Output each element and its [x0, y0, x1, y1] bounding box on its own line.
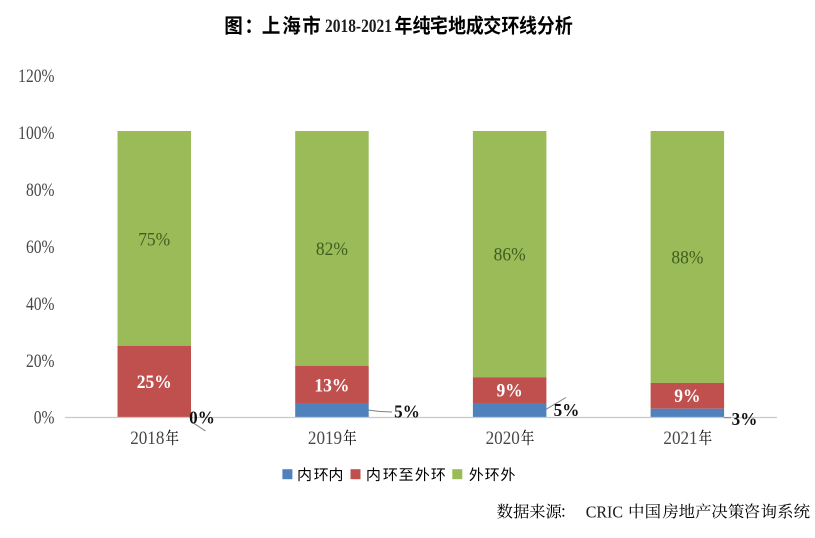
- svg-text:88%: 88%: [671, 247, 703, 268]
- svg-text:60%: 60%: [26, 236, 55, 257]
- svg-text:9%: 9%: [496, 380, 522, 401]
- svg-text:2021: 2021: [663, 427, 697, 448]
- svg-text:9%: 9%: [674, 385, 700, 406]
- svg-text:100%: 100%: [18, 122, 54, 143]
- svg-text:82%: 82%: [316, 238, 348, 259]
- svg-text:86%: 86%: [494, 244, 526, 265]
- svg-text:20%: 20%: [26, 350, 55, 371]
- svg-text:0%: 0%: [189, 407, 215, 428]
- svg-text:13%: 13%: [314, 375, 349, 396]
- svg-text:5%: 5%: [394, 401, 420, 422]
- svg-text:CRIC: CRIC: [586, 503, 623, 521]
- svg-text:2020: 2020: [486, 427, 520, 448]
- svg-text:3%: 3%: [732, 409, 758, 430]
- svg-text:2019: 2019: [308, 427, 342, 448]
- svg-text:75%: 75%: [138, 229, 170, 250]
- svg-text:2018: 2018: [130, 427, 164, 448]
- svg-text:80%: 80%: [26, 179, 55, 200]
- svg-text:2018-2021: 2018-2021: [325, 15, 392, 36]
- svg-text:25%: 25%: [137, 371, 172, 392]
- svg-text:0%: 0%: [34, 407, 55, 428]
- svg-text:120%: 120%: [18, 66, 54, 87]
- svg-text:40%: 40%: [26, 293, 55, 314]
- svg-text:5%: 5%: [554, 400, 580, 421]
